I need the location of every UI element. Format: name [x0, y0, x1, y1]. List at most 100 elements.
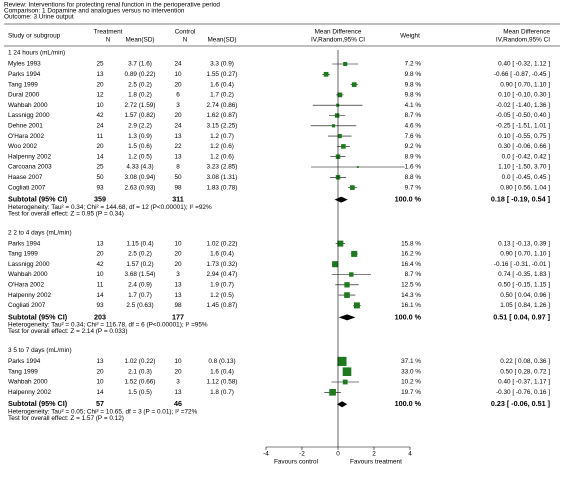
- control-mean: 1.2 (0.7): [210, 133, 234, 140]
- subtotal-effect: 0.18 [ -0.19, 0.54 ]: [491, 195, 550, 204]
- effect-label: 0.13 [ -0.13, 0.39 ]: [498, 240, 550, 247]
- subtotal-c-n: 46: [174, 399, 182, 408]
- treatment-mean: 1.3 (0.9): [128, 133, 152, 140]
- treatment-mean: 1.5 (0.5): [128, 389, 152, 396]
- effect-square: [353, 302, 360, 309]
- effect-square: [344, 292, 350, 298]
- control-mean: 1.2 (0.5): [210, 292, 234, 299]
- control-n: 98: [174, 184, 182, 191]
- treatment-mean: 3.08 (0.94): [125, 174, 156, 181]
- study-name: Lassnigg 2000: [8, 261, 50, 268]
- effect-label: -0.05 [ -0.50, 0.40 ]: [496, 112, 550, 119]
- col-study: Study or subgroup: [8, 33, 61, 40]
- treatment-mean: 1.15 (0.4): [126, 240, 153, 247]
- effect-square: [334, 113, 340, 118]
- subtotal-effect: 0.51 [ 0.04, 0.97 ]: [493, 312, 550, 321]
- control-mean: 1.12 (0.58): [207, 379, 238, 386]
- control-mean: 1.83 (0.78): [207, 184, 238, 191]
- control-mean: 2.74 (0.86): [207, 102, 238, 109]
- effect-label: -0.25 [ -1.51, 1.01 ]: [496, 122, 550, 129]
- col-control: Control: [175, 29, 196, 36]
- control-n: 3: [176, 102, 180, 109]
- treatment-mean: 2.72 (1.59): [125, 102, 156, 109]
- study-name: Wahbah 2000: [8, 271, 48, 278]
- control-n: 13: [174, 153, 182, 160]
- subtotal-label: Subtotal (95% CI): [8, 312, 68, 321]
- effect-square: [351, 250, 358, 257]
- control-mean: 2.94 (0.47): [207, 271, 238, 278]
- treatment-mean: 2.63 (0.93): [125, 184, 156, 191]
- treatment-n: 13: [96, 240, 104, 247]
- weight: 4.6 %: [405, 122, 422, 129]
- effect-label: 0.40 [ -0.37, 1.17 ]: [498, 379, 550, 386]
- weight: 8.7 %: [405, 271, 422, 278]
- overall-effect: Test for overall effect: Z = 0.95 (P = 0…: [8, 210, 124, 217]
- control-mean: 1.02 (0.22): [207, 240, 238, 247]
- subtotal-c-n: 177: [172, 312, 184, 321]
- group-label: 1 24 hours (mL/min): [8, 50, 65, 57]
- weight: 12.5 %: [401, 281, 421, 288]
- effect-square: [337, 134, 342, 139]
- effect-label: 0.30 [ -0.06, 0.66 ]: [498, 143, 550, 150]
- treatment-n: 14: [96, 292, 104, 299]
- weight: 9.8 %: [405, 71, 422, 78]
- subtotal-t-n: 203: [94, 312, 106, 321]
- effect-square: [356, 166, 359, 168]
- treatment-n: 24: [96, 122, 104, 129]
- treatment-n: 50: [96, 174, 104, 181]
- study-name: Cogliati 2007: [8, 302, 46, 309]
- control-mean: 3.3 (0.9): [210, 61, 234, 68]
- col-t-mean: Mean(SD): [125, 37, 154, 44]
- subtotal-label: Subtotal (95% CI): [8, 195, 68, 204]
- treatment-n: 93: [96, 184, 104, 191]
- heterogeneity: Heterogeneity: Tau² = 0.34; Chi² = 116.7…: [8, 322, 208, 329]
- favours-left: Favours control: [274, 459, 318, 466]
- study-name: Myles 1993: [8, 61, 41, 68]
- overall-effect: Test for overall effect: Z = 2.14 (P = 0…: [8, 328, 127, 335]
- treatment-mean: 1.57 (0.2): [126, 261, 153, 268]
- effect-square: [351, 82, 357, 87]
- treatment-mean: 0.89 (0.22): [125, 71, 156, 78]
- effect-square: [329, 388, 336, 396]
- treatment-n: 20: [96, 251, 104, 258]
- effect-square: [343, 61, 348, 67]
- treatment-mean: 3.7 (1.6): [128, 61, 152, 68]
- effect-label: -0.66 [ -0.87, -0.45 ]: [494, 71, 550, 78]
- weight: 33.0 %: [401, 368, 421, 375]
- control-n: 13: [174, 133, 182, 140]
- control-n: 3: [176, 379, 180, 386]
- control-n: 98: [174, 302, 182, 309]
- treatment-mean: 1.2 (0.5): [128, 153, 152, 160]
- study-name: Tang 1999: [8, 81, 38, 88]
- treatment-mean: 1.57 (0.82): [125, 112, 156, 119]
- treatment-n: 20: [96, 368, 104, 375]
- control-n: 10: [174, 240, 182, 247]
- control-mean: 0.8 (0.13): [208, 358, 235, 365]
- treatment-mean: 4.33 (4.3): [126, 164, 153, 171]
- control-mean: 1.55 (0.27): [207, 71, 238, 78]
- control-mean: 1.6 (0.4): [210, 251, 234, 258]
- effect-label: 0.74 [ -0.35, 1.83 ]: [498, 271, 550, 278]
- treatment-mean: 2.1 (0.3): [128, 368, 152, 375]
- study-name: Woo 2002: [8, 143, 37, 150]
- treatment-n: 10: [96, 102, 104, 109]
- control-n: 3: [176, 271, 180, 278]
- weight: 8.8 %: [405, 174, 422, 181]
- effect-square: [337, 92, 343, 98]
- study-name: Wahbah 2000: [8, 102, 48, 109]
- control-mean: 3.15 (2.25): [207, 122, 238, 129]
- study-name: Wahbah 2000: [8, 379, 48, 386]
- weight: 9.2 %: [405, 143, 422, 150]
- control-mean: 1.6 (0.4): [210, 81, 234, 88]
- subtotal-c-n: 311: [172, 195, 184, 204]
- weight: 16.1 %: [401, 302, 421, 309]
- weight: 37.1 %: [401, 358, 421, 365]
- control-n: 22: [174, 143, 182, 150]
- weight: 9.8 %: [405, 81, 422, 88]
- weight: 15.8 %: [401, 240, 421, 247]
- weight: 9.7 %: [405, 184, 422, 191]
- treatment-n: 20: [96, 143, 104, 150]
- control-mean: 1.8 (0.7): [210, 389, 234, 396]
- weight: 7.2 %: [405, 61, 422, 68]
